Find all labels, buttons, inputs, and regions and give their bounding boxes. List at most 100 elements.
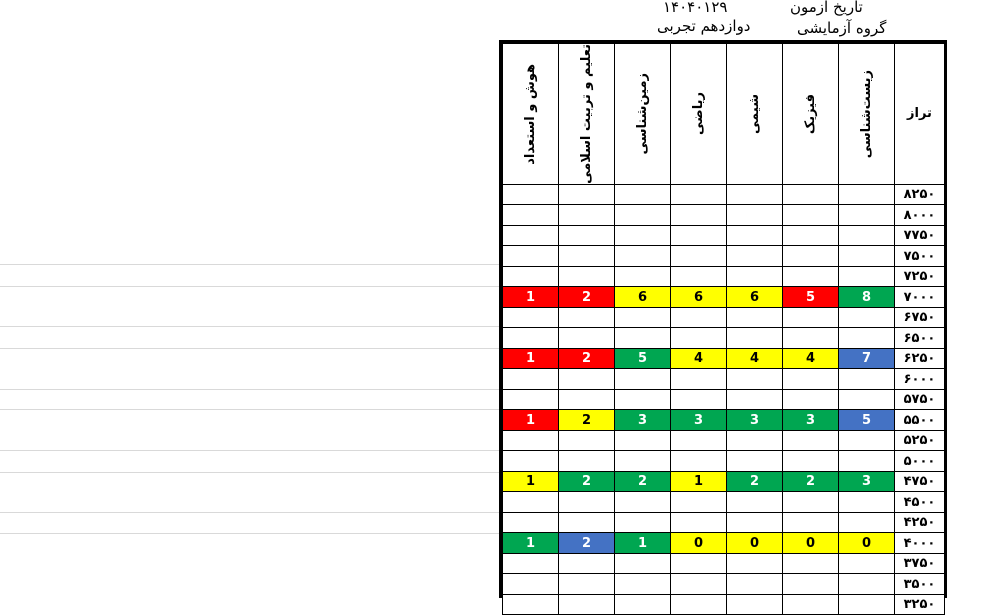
table-cell[interactable] xyxy=(726,368,783,390)
table-cell[interactable] xyxy=(614,327,671,349)
table-cell[interactable] xyxy=(614,450,671,472)
table-cell[interactable] xyxy=(782,368,839,390)
table-cell[interactable] xyxy=(558,552,615,575)
table-cell[interactable] xyxy=(726,204,783,226)
table-cell[interactable]: 4 xyxy=(782,347,839,370)
table-cell[interactable]: 3 xyxy=(670,409,727,431)
table-cell[interactable] xyxy=(670,183,727,206)
table-cell[interactable] xyxy=(838,593,895,615)
table-cell[interactable]: 0 xyxy=(782,532,839,554)
table-cell[interactable] xyxy=(558,265,615,288)
table-cell[interactable] xyxy=(502,224,559,247)
table-cell[interactable] xyxy=(782,306,839,329)
table-cell[interactable]: 2 xyxy=(558,409,615,431)
table-cell[interactable] xyxy=(838,183,895,206)
table-cell[interactable] xyxy=(670,245,727,267)
table-cell[interactable] xyxy=(670,327,727,349)
table-cell[interactable] xyxy=(614,388,671,411)
table-cell[interactable] xyxy=(670,265,727,288)
table-cell[interactable] xyxy=(670,429,727,452)
table-cell[interactable] xyxy=(782,593,839,615)
table-cell[interactable] xyxy=(502,552,559,575)
table-cell[interactable]: 0 xyxy=(838,532,895,554)
table-cell[interactable] xyxy=(838,368,895,390)
table-cell[interactable] xyxy=(558,306,615,329)
table-cell[interactable]: 7 xyxy=(838,347,895,370)
table-cell[interactable] xyxy=(726,224,783,247)
table-cell[interactable] xyxy=(782,183,839,206)
table-cell[interactable] xyxy=(726,183,783,206)
table-cell[interactable] xyxy=(502,306,559,329)
table-cell[interactable]: 5 xyxy=(782,286,839,308)
table-cell[interactable] xyxy=(838,511,895,534)
table-cell[interactable] xyxy=(670,511,727,534)
table-cell[interactable]: 2 xyxy=(726,470,783,493)
table-cell[interactable] xyxy=(502,183,559,206)
table-cell[interactable] xyxy=(838,491,895,513)
table-cell[interactable] xyxy=(558,245,615,267)
table-cell[interactable] xyxy=(614,511,671,534)
table-cell[interactable] xyxy=(614,429,671,452)
table-cell[interactable]: 0 xyxy=(726,532,783,554)
table-cell[interactable] xyxy=(614,491,671,513)
table-cell[interactable] xyxy=(502,593,559,615)
table-cell[interactable] xyxy=(782,245,839,267)
table-cell[interactable] xyxy=(838,265,895,288)
table-cell[interactable] xyxy=(670,593,727,615)
table-cell[interactable] xyxy=(614,183,671,206)
table-cell[interactable] xyxy=(726,593,783,615)
table-cell[interactable] xyxy=(782,265,839,288)
table-cell[interactable] xyxy=(558,429,615,452)
table-cell[interactable] xyxy=(614,573,671,595)
table-cell[interactable] xyxy=(558,368,615,390)
table-cell[interactable] xyxy=(782,224,839,247)
table-cell[interactable] xyxy=(558,327,615,349)
table-cell[interactable] xyxy=(670,306,727,329)
table-cell[interactable]: 2 xyxy=(782,470,839,493)
table-cell[interactable] xyxy=(670,573,727,595)
table-cell[interactable] xyxy=(838,450,895,472)
table-cell[interactable] xyxy=(670,491,727,513)
table-cell[interactable]: 5 xyxy=(614,347,671,370)
table-cell[interactable]: 1 xyxy=(614,532,671,554)
table-cell[interactable] xyxy=(726,306,783,329)
table-cell[interactable] xyxy=(614,306,671,329)
table-cell[interactable] xyxy=(502,429,559,452)
table-cell[interactable] xyxy=(782,327,839,349)
table-cell[interactable] xyxy=(782,429,839,452)
table-cell[interactable] xyxy=(726,388,783,411)
table-cell[interactable]: 1 xyxy=(502,470,559,493)
table-cell[interactable]: 1 xyxy=(502,286,559,308)
table-cell[interactable]: 4 xyxy=(726,347,783,370)
table-cell[interactable]: 2 xyxy=(558,286,615,308)
table-cell[interactable] xyxy=(558,491,615,513)
table-cell[interactable] xyxy=(782,491,839,513)
table-cell[interactable] xyxy=(670,552,727,575)
table-cell[interactable] xyxy=(670,450,727,472)
table-cell[interactable]: 4 xyxy=(670,347,727,370)
table-cell[interactable]: 6 xyxy=(614,286,671,308)
table-cell[interactable] xyxy=(782,573,839,595)
table-cell[interactable] xyxy=(614,245,671,267)
table-cell[interactable] xyxy=(838,327,895,349)
table-cell[interactable]: 2 xyxy=(558,532,615,554)
table-cell[interactable]: 6 xyxy=(670,286,727,308)
table-cell[interactable] xyxy=(502,245,559,267)
table-cell[interactable]: 3 xyxy=(782,409,839,431)
table-cell[interactable] xyxy=(838,573,895,595)
table-cell[interactable] xyxy=(558,593,615,615)
table-cell[interactable]: 2 xyxy=(558,470,615,493)
table-cell[interactable] xyxy=(838,429,895,452)
table-cell[interactable] xyxy=(726,450,783,472)
table-cell[interactable]: 1 xyxy=(502,347,559,370)
table-cell[interactable]: 8 xyxy=(838,286,895,308)
table-cell[interactable]: 1 xyxy=(502,409,559,431)
table-cell[interactable]: 3 xyxy=(726,409,783,431)
table-cell[interactable] xyxy=(558,224,615,247)
table-cell[interactable] xyxy=(502,204,559,226)
table-cell[interactable] xyxy=(558,388,615,411)
table-cell[interactable] xyxy=(726,511,783,534)
table-cell[interactable] xyxy=(838,245,895,267)
table-cell[interactable] xyxy=(670,388,727,411)
table-cell[interactable] xyxy=(670,224,727,247)
